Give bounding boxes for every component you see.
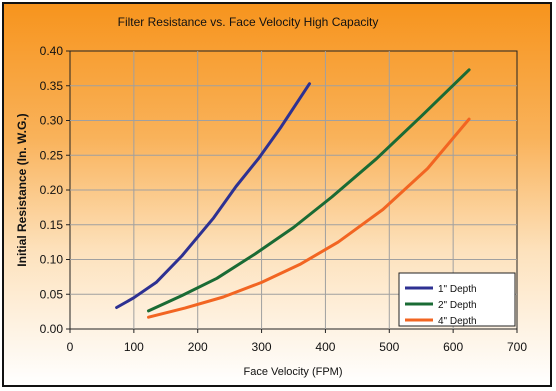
chart-title: Filter Resistance vs. Face Velocity High… [118, 15, 379, 29]
y-axis-ticks: 0.00 0.05 0.10 0.15 0.20 0.25 0.30 0.35 0.40 [40, 44, 70, 336]
y-axis-title: Initial Resistance (In. W.G.) [15, 113, 29, 266]
y-tick-label: 0.20 [40, 183, 64, 197]
y-tick-label: 0.15 [40, 218, 64, 232]
legend-box [398, 272, 516, 327]
x-tick-label: 100 [124, 340, 144, 354]
x-tick-label: 300 [252, 340, 272, 354]
y-tick-label: 0.05 [40, 287, 64, 301]
y-tick-label: 0.25 [40, 148, 64, 162]
y-tick-label: 0.00 [40, 322, 64, 336]
legend: 1" Depth 2" Depth 4" Depth [398, 272, 516, 327]
x-axis-title: Face Velocity (FPM) [243, 366, 342, 378]
x-tick-label: 400 [315, 340, 335, 354]
legend-label: 4" Depth [438, 316, 477, 327]
y-tick-label: 0.30 [40, 114, 64, 128]
legend-label: 2" Depth [438, 300, 477, 311]
x-tick-label: 700 [507, 340, 527, 354]
x-tick-label: 600 [443, 340, 463, 354]
x-tick-label: 200 [188, 340, 208, 354]
series-line-1-depth-depth [115, 82, 311, 309]
y-tick-label: 0.40 [40, 44, 64, 58]
x-axis-ticks: 0 100 200 300 400 500 600 700 [67, 329, 527, 354]
series-lines [115, 68, 471, 319]
gridlines [70, 51, 517, 329]
y-tick-label: 0.35 [40, 79, 64, 93]
x-tick-label: 0 [67, 340, 74, 354]
x-tick-label: 500 [379, 340, 399, 354]
series-line-4-depth-depth [147, 117, 471, 319]
legend-label: 1" Depth [438, 284, 477, 295]
series-line-2-depth-depth [147, 68, 471, 313]
y-tick-label: 0.10 [40, 253, 64, 267]
